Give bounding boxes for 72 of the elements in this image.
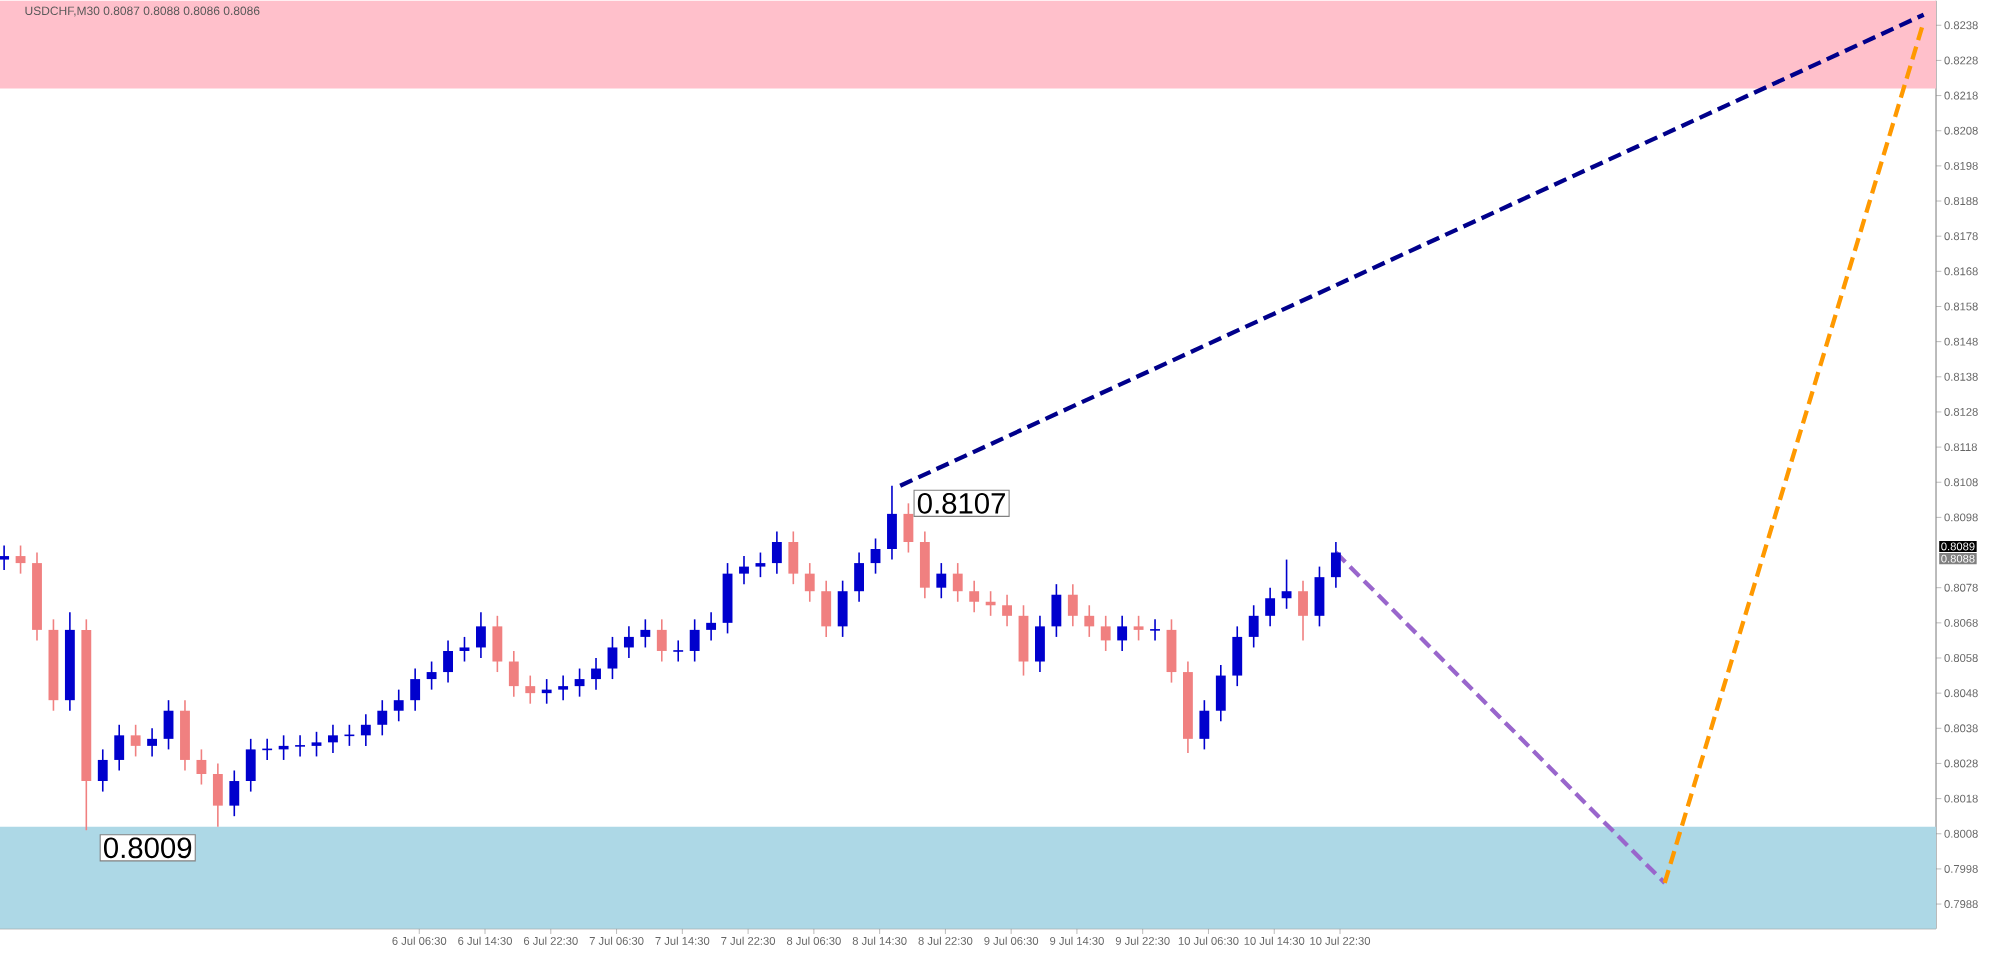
candlestick	[837, 579, 848, 638]
candlestick	[492, 615, 503, 673]
candlestick	[903, 502, 914, 554]
candlestick	[525, 674, 536, 705]
annotation: 0.8107	[917, 492, 1005, 514]
candlestick	[591, 657, 601, 691]
candlestick	[229, 769, 240, 817]
candlestick	[245, 738, 256, 793]
candlestick	[1018, 604, 1029, 677]
candlestick	[1314, 565, 1325, 628]
candlestick	[952, 562, 963, 603]
candlestick	[755, 551, 766, 578]
candlestick	[1084, 604, 1095, 638]
candlestick	[147, 727, 158, 758]
candlestick	[558, 674, 569, 701]
candlestick	[771, 530, 782, 575]
candlestick	[1002, 593, 1012, 628]
candlestick	[1035, 615, 1045, 673]
candlestick	[1298, 579, 1308, 642]
candlestick	[1281, 558, 1292, 610]
candlestick	[443, 639, 453, 684]
candlestick	[0, 544, 10, 571]
candlestick	[1149, 618, 1161, 642]
candlestick	[196, 748, 207, 786]
candlestick	[1051, 583, 1062, 638]
candlestick	[97, 748, 108, 793]
candlestick	[476, 611, 486, 659]
candlestick	[1133, 615, 1144, 642]
candlestick	[919, 530, 930, 600]
candlestick	[706, 611, 717, 642]
candlestick	[15, 544, 26, 575]
candlestick	[887, 484, 897, 561]
candlestick	[672, 639, 684, 663]
candlestick	[804, 562, 815, 603]
candlestick	[294, 734, 306, 758]
candlestick	[739, 555, 749, 585]
candlestick	[607, 636, 618, 680]
candlestick	[130, 723, 141, 758]
candlestick	[854, 551, 865, 603]
candlestick	[656, 618, 667, 663]
candlestick	[1100, 615, 1111, 652]
candlestick	[788, 530, 799, 585]
candlestick	[212, 762, 223, 828]
candlestick	[870, 537, 881, 575]
candlestick	[426, 660, 437, 691]
candlestick	[1232, 625, 1243, 687]
candlestick	[623, 625, 634, 659]
candlestick	[1215, 664, 1226, 723]
candlestick	[821, 579, 832, 638]
candlestick	[459, 636, 470, 663]
candlestick	[410, 667, 421, 712]
candlestick	[1166, 618, 1177, 684]
candlestick	[508, 650, 519, 698]
candlestick	[1265, 586, 1276, 628]
candlestick	[689, 618, 700, 663]
candlestick	[328, 723, 338, 754]
annotation: 0.8009	[103, 837, 192, 859]
candlestick	[936, 562, 947, 600]
candlestick	[1199, 699, 1210, 751]
candlestick	[969, 579, 980, 614]
candlestick	[360, 713, 371, 747]
candlestick	[114, 723, 125, 772]
candlestick	[574, 667, 585, 698]
candlestick	[1248, 604, 1259, 649]
candlestick	[1330, 541, 1341, 589]
candlestick	[377, 699, 388, 737]
candlestick	[393, 688, 404, 723]
candlestick	[1067, 583, 1078, 628]
candlestick	[640, 618, 651, 649]
candlestick	[1117, 615, 1128, 652]
candlestick	[163, 699, 174, 751]
candlestick	[311, 731, 322, 758]
